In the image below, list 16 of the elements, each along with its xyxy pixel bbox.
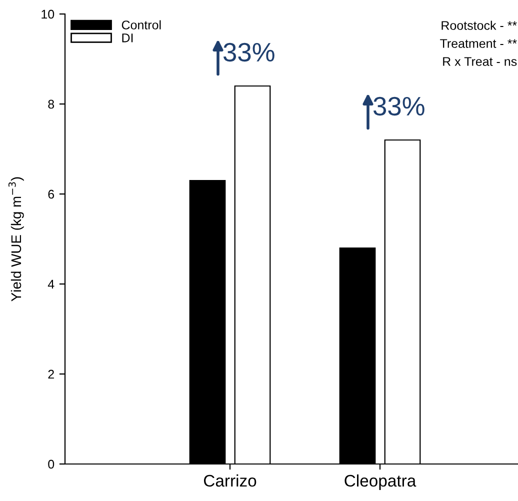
legend-label: DI — [122, 34, 133, 42]
annotation: Rootstock - ** — [442, 20, 517, 30]
legend-label: Control — [122, 20, 161, 30]
y-tick-label: 2 — [48, 370, 54, 379]
x-tick-label: Carrizo — [204, 474, 256, 487]
y-tick-label: 8 — [48, 100, 54, 109]
annotation: 33% — [374, 96, 424, 116]
y-axis-title: Yield WUE (kg m$^{−3}$) — [8, 177, 24, 302]
y-tick-label: 10 — [42, 10, 54, 19]
y-tick-label: 0 — [48, 460, 54, 469]
y-tick-label: 6 — [48, 190, 54, 199]
annotation: R x Treat - ns — [443, 57, 517, 66]
annotation: 33% — [224, 42, 274, 62]
x-tick-label: Cleopatra — [344, 474, 416, 490]
annotation: Treatment - ** — [440, 39, 517, 48]
y-tick-label: 4 — [48, 280, 54, 289]
